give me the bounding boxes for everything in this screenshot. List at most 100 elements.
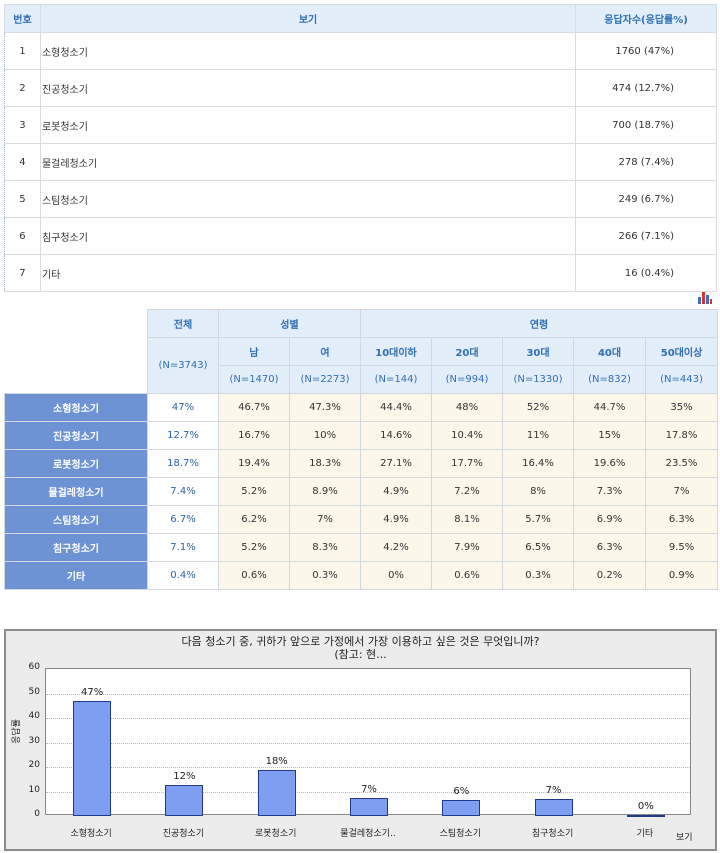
crosstab-row: 스팀청소기 6.7% 6.2% 7% 4.9% 8.1% 5.7% 6.9% 6.3%	[4, 505, 719, 534]
row-value: 249 (6.7%)	[575, 180, 717, 218]
gridline	[46, 742, 690, 744]
data-cell: 10.4%	[431, 421, 503, 450]
bar	[257, 770, 296, 816]
x-tick-label: 기타	[636, 829, 654, 839]
col-header: 10대이하	[360, 337, 432, 366]
total-cell: 7.1%	[147, 533, 219, 562]
bar-value-label: 7%	[545, 784, 562, 796]
x-tick-label: 스팀청소기	[439, 829, 481, 839]
data-cell: 11%	[502, 421, 574, 450]
bar-value-label: 0%	[637, 801, 654, 813]
row-no: 3	[4, 106, 41, 144]
total-cell: 47%	[147, 393, 219, 422]
data-cell: 48%	[431, 393, 503, 422]
row-label: 스팀청소기	[40, 180, 577, 218]
col-header: 30대	[502, 337, 574, 366]
chart-title: 다음 청소기 중, 귀하가 앞으로 가정에서 가장 이용하고 싶은 것은 무엇입…	[6, 635, 715, 661]
table-row: 6 침구청소기 266 (7.1%)	[4, 217, 717, 255]
row-label: 물걸레청소기	[40, 143, 577, 181]
data-cell: 8.3%	[289, 533, 361, 562]
data-cell: 8%	[502, 477, 574, 506]
plot-area: 47% 12% 18% 7% 6% 7% 0%	[45, 668, 691, 818]
data-cell: 8.9%	[289, 477, 361, 506]
bar-chart-icon[interactable]	[698, 292, 712, 304]
data-cell: 9.5%	[644, 533, 719, 562]
row-value: 700 (18.7%)	[575, 106, 717, 144]
data-cell: 35%	[644, 393, 719, 422]
bar-value-label: 47%	[81, 686, 104, 698]
y-tick-label: 30	[28, 735, 40, 746]
col-n: (N=443)	[644, 365, 719, 394]
bar-value-label: 18%	[265, 756, 288, 768]
total-cell: 0.4%	[147, 561, 219, 590]
bar-value-label: 6%	[453, 785, 470, 797]
data-cell: 47.3%	[289, 393, 361, 422]
data-cell: 44.7%	[573, 393, 646, 422]
data-cell: 0.3%	[289, 561, 361, 590]
bar	[626, 815, 665, 818]
row-label: 물걸레청소기	[4, 477, 148, 506]
y-tick-label: 40	[28, 711, 40, 721]
data-cell: 17.8%	[644, 421, 719, 450]
row-value: 16 (0.4%)	[575, 254, 717, 292]
row-label: 기타	[4, 561, 148, 590]
bar	[442, 799, 481, 816]
col-n: (N=144)	[360, 365, 432, 394]
row-no: 6	[4, 217, 41, 255]
crosstab-row: 기타 0.4% 0.6% 0.3% 0% 0.6% 0.3% 0.2% 0.9%	[4, 561, 719, 590]
data-cell: 7.2%	[431, 477, 503, 506]
data-cell: 27.1%	[360, 449, 432, 478]
row-value: 474 (12.7%)	[575, 69, 717, 107]
total-cell: 12.7%	[147, 421, 219, 450]
data-cell: 4.2%	[360, 533, 432, 562]
col-header: 남	[218, 337, 290, 366]
data-cell: 6.5%	[502, 533, 574, 562]
col-n: (N=832)	[573, 365, 646, 394]
corner-cell	[4, 309, 148, 394]
row-value: 1760 (47%)	[575, 32, 717, 70]
data-cell: 7%	[289, 505, 361, 534]
data-cell: 23.5%	[644, 449, 719, 478]
data-cell: 17.7%	[431, 449, 503, 478]
x-tick-label: 소형청소기	[70, 829, 112, 839]
data-cell: 19.6%	[573, 449, 646, 478]
col-header: 20대	[431, 337, 503, 366]
data-cell: 0.9%	[644, 561, 719, 590]
x-tick-label: 침구청소기	[531, 829, 574, 839]
crosstab-row: 물걸레청소기 7.4% 5.2% 8.9% 4.9% 7.2% 8% 7.3% 7%	[4, 477, 719, 506]
bar	[350, 797, 388, 816]
row-label: 기타	[40, 254, 577, 292]
bar	[534, 798, 573, 816]
x-tick-label: 로봇청소기	[255, 829, 297, 839]
total-cell: 18.7%	[147, 449, 219, 478]
y-tick-label: 50	[28, 686, 40, 697]
total-cell: 6.7%	[147, 505, 219, 534]
header-total: 전체	[147, 309, 219, 338]
gridline	[46, 791, 690, 793]
col-n: (N=1330)	[502, 365, 574, 394]
table-row: 4 물걸레청소기 278 (7.4%)	[4, 143, 717, 181]
data-cell: 16.7%	[218, 421, 290, 450]
y-tick-label: 60	[28, 662, 40, 672]
col-header: 여	[289, 337, 361, 366]
table-row: 7 기타 16 (0.4%)	[4, 254, 717, 292]
chart-subtitle: (참고: 현...	[334, 648, 387, 661]
data-cell: 14.6%	[360, 421, 432, 450]
row-label: 스팀청소기	[4, 505, 148, 534]
row-label: 진공청소기	[40, 69, 577, 107]
data-cell: 4.9%	[360, 477, 432, 506]
header-gender: 성별	[218, 309, 361, 338]
col-header: 50대이상	[644, 337, 719, 366]
crosstab-row: 침구청소기 7.1% 5.2% 8.3% 4.2% 7.9% 6.5% 6.3% 9.5%	[4, 533, 719, 562]
data-cell: 5.2%	[218, 533, 290, 562]
gridline	[46, 718, 690, 719]
row-no: 1	[4, 32, 41, 70]
data-cell: 0.6%	[218, 561, 290, 590]
row-value: 266 (7.1%)	[575, 217, 717, 255]
row-label: 진공청소기	[4, 421, 148, 450]
header-age: 연령	[359, 309, 719, 338]
data-cell: 16.4%	[502, 449, 574, 478]
y-tick-label: 10	[28, 784, 40, 795]
header-no: 번호	[4, 4, 41, 33]
data-cell: 6.3%	[644, 505, 719, 534]
